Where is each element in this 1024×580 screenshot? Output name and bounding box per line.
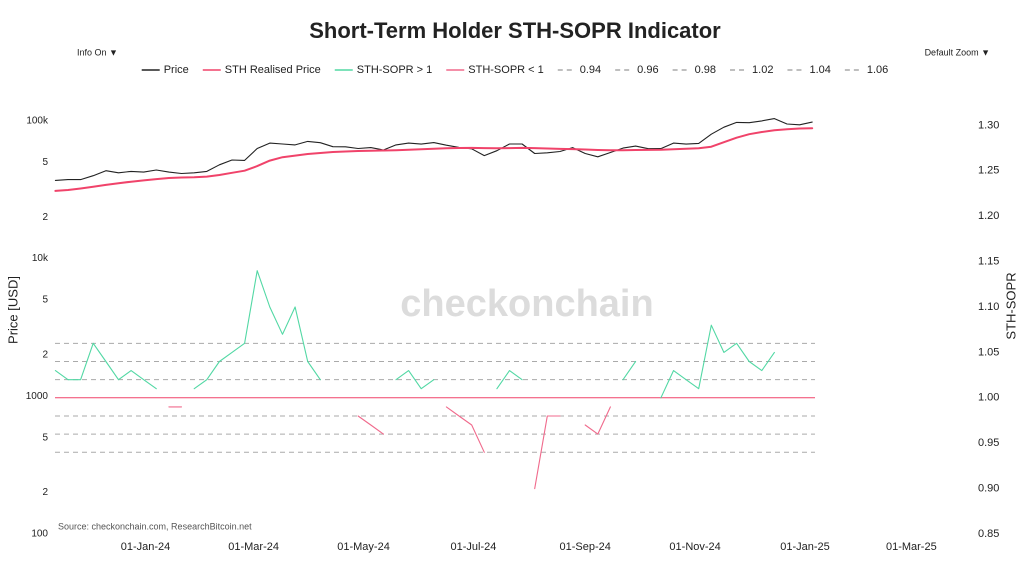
x-tick-label: 01-Nov-24	[669, 541, 720, 553]
y2-tick-label: 1.00	[978, 392, 999, 404]
y-tick-label: 5	[42, 432, 48, 443]
y-axis-title: Price [USD]	[5, 276, 20, 344]
y-tick-label: 10k	[32, 253, 49, 264]
y2-tick-label: 1.20	[978, 210, 999, 222]
y-tick-label: 2	[42, 349, 48, 360]
y-tick-label: 100k	[26, 116, 49, 127]
x-tick-label: 01-Jan-25	[780, 541, 830, 553]
legend-label: Price	[164, 64, 189, 76]
y2-tick-label: 1.10	[978, 301, 999, 313]
series-line	[54, 127, 814, 192]
x-tick-label: 01-Jul-24	[451, 541, 497, 553]
watermark: checkonchain	[400, 283, 653, 325]
legend-label: STH-SOPR < 1	[468, 64, 544, 76]
x-tick-label: 01-Mar-25	[886, 541, 937, 553]
y-tick-label: 5	[42, 295, 48, 306]
y2-tick-label: 1.25	[978, 165, 999, 177]
zoom-button[interactable]: Default Zoom ▼	[925, 47, 990, 57]
legend-label: STH-SOPR > 1	[357, 64, 433, 76]
y-tick-label: 1000	[26, 391, 49, 402]
y2-tick-label: 1.15	[978, 256, 999, 268]
source-note: Source: checkonchain.com, ResearchBitcoi…	[58, 521, 252, 531]
legend-label: 1.02	[752, 64, 773, 76]
series-line	[169, 407, 812, 489]
info-button[interactable]: Info On ▼	[77, 47, 118, 57]
legend-label: 1.06	[867, 64, 888, 76]
y-tick-label: 100	[31, 529, 48, 540]
y2-tick-label: 1.05	[978, 346, 999, 358]
x-tick-label: 01-Sep-24	[560, 541, 611, 553]
y2-tick-label: 0.90	[978, 483, 999, 495]
y2-tick-label: 1.30	[978, 119, 999, 131]
chart-title: Short-Term Holder STH-SOPR Indicator	[309, 18, 721, 43]
legend: Price STH Realised Price STH-SOPR > 1 STH-S…	[141, 64, 888, 76]
y2-tick-label: 0.85	[978, 528, 999, 540]
legend-label: STH Realised Price	[225, 64, 321, 76]
legend-label: 1.04	[809, 64, 830, 76]
legend-label: 0.96	[637, 64, 658, 76]
series-line	[54, 118, 813, 181]
x-tick-label: 01-May-24	[337, 541, 390, 553]
y-tick-label: 2	[42, 487, 48, 498]
y-tick-label: 5	[42, 157, 48, 168]
y2-tick-label: 0.95	[978, 437, 999, 449]
x-tick-label: 01-Mar-24	[228, 541, 279, 553]
legend-label: 0.94	[580, 64, 601, 76]
legend-label: 0.98	[695, 64, 716, 76]
x-tick-label: 01-Jan-24	[121, 541, 171, 553]
y-tick-label: 2	[42, 212, 48, 223]
y2-axis-title: STH-SOPR	[1003, 272, 1018, 339]
